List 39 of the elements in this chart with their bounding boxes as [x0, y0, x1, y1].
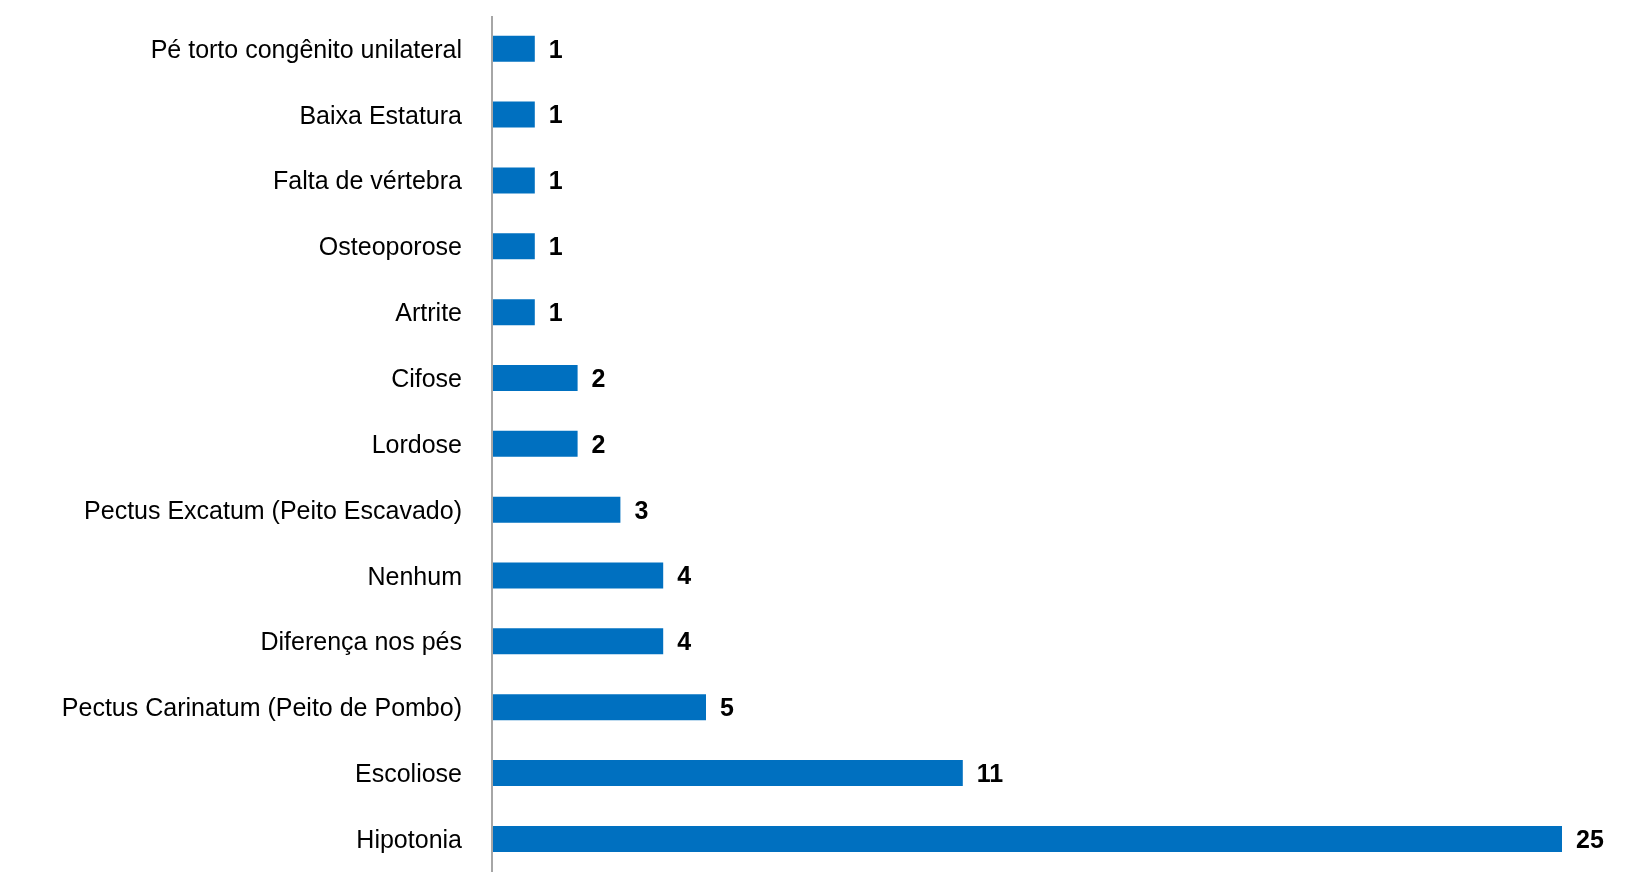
y-tick-label: Pectus Excatum (Peito Escavado) [84, 495, 462, 524]
data-label: 2 [591, 363, 606, 392]
y-tick-label: Pectus Carinatum (Peito de Pombo) [61, 693, 462, 722]
y-tick-label: Baixa Estatura [299, 100, 463, 129]
bar [492, 35, 535, 62]
data-label: 1 [548, 100, 563, 129]
data-label: 2 [591, 429, 606, 458]
bar [492, 299, 535, 326]
data-label: 1 [548, 298, 563, 327]
data-label: 11 [976, 758, 1004, 787]
data-label: 1 [548, 34, 563, 63]
data-label: 1 [548, 166, 563, 195]
y-tick-label: Lordose [371, 429, 462, 458]
bar [492, 496, 621, 523]
data-label: 1 [548, 232, 563, 261]
data-label: 4 [677, 561, 692, 590]
bar [492, 364, 578, 391]
data-label: 3 [634, 495, 649, 524]
bar [492, 694, 706, 721]
bar [492, 430, 578, 457]
y-tick-label: Nenhum [367, 561, 462, 590]
y-tick-label: Falta de vértebra [273, 166, 463, 195]
data-label: 4 [677, 627, 692, 656]
y-tick-label: Escoliose [355, 759, 462, 788]
y-tick-label: Diferença nos pés [260, 627, 462, 656]
bar [492, 628, 664, 655]
bar [492, 101, 535, 128]
y-tick-label: Hipotonia [356, 824, 463, 853]
bar [492, 167, 535, 194]
bar [492, 233, 535, 260]
bar [492, 825, 1562, 852]
y-tick-label: Cifose [391, 364, 462, 393]
data-label: 5 [720, 693, 734, 722]
y-tick-label: Osteoporose [318, 232, 462, 261]
y-tick-label: Artrite [395, 298, 462, 327]
bar [492, 760, 963, 787]
y-tick-label: Pé torto congênito unilateral [150, 34, 462, 63]
data-label: 25 [1576, 824, 1604, 853]
bar [492, 562, 664, 589]
